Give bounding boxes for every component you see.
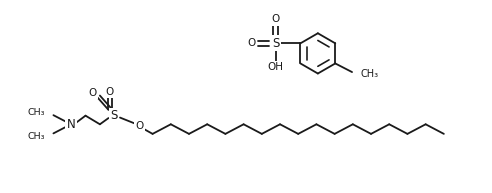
Text: O: O: [247, 38, 256, 48]
Text: S: S: [111, 109, 118, 122]
Text: OH: OH: [268, 62, 283, 72]
Text: O: O: [89, 88, 97, 98]
Text: CH₃: CH₃: [361, 69, 379, 79]
Text: CH₃: CH₃: [28, 108, 45, 117]
Text: O: O: [105, 87, 114, 97]
Text: O: O: [135, 121, 143, 131]
Text: O: O: [272, 14, 279, 24]
Text: CH₃: CH₃: [28, 132, 45, 141]
Text: S: S: [272, 37, 279, 50]
Text: N: N: [67, 118, 76, 131]
